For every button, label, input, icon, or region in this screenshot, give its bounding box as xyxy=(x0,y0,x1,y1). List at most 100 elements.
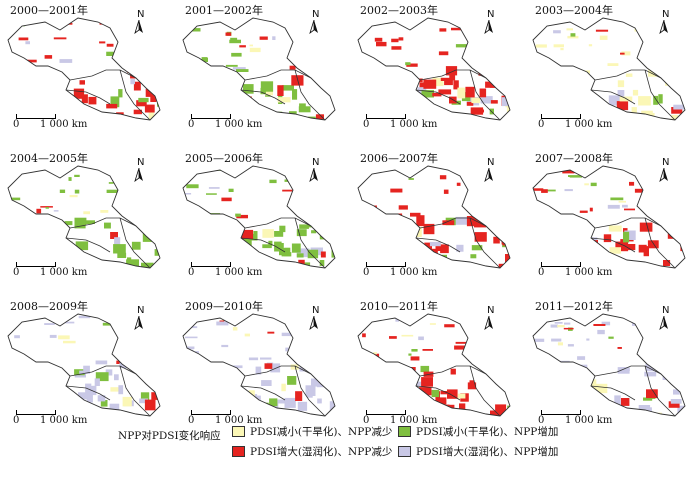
scale-bar: 0 1 000 km xyxy=(10,262,87,282)
map-patch-c1 xyxy=(12,76,26,80)
map-patch-c2 xyxy=(358,74,371,77)
map-patch-c4 xyxy=(205,389,213,392)
map-patch-c2 xyxy=(646,389,658,399)
north-arrow-icon: N xyxy=(484,157,498,182)
map-patch-c2 xyxy=(41,74,47,79)
map-patch-c4 xyxy=(281,332,293,337)
region-fill xyxy=(8,166,160,268)
map-patch-c4 xyxy=(152,375,158,381)
map-patch-c4 xyxy=(617,367,630,374)
map-patch-c4 xyxy=(198,71,208,74)
map-patch-c4 xyxy=(139,398,148,404)
map-patch-c4 xyxy=(644,371,657,377)
scale-bar-line xyxy=(541,262,581,267)
scale-zero: 0 xyxy=(13,267,20,278)
map-patch-c2 xyxy=(474,232,487,242)
map-patch-c1 xyxy=(638,96,651,106)
map-panel: 2004—2005年 N 0 1 000 km xyxy=(0,148,175,296)
map-patch-c2 xyxy=(367,389,373,393)
map-patch-c2 xyxy=(678,205,685,207)
map-panel: 2007—2008年 N 0 1 000 km xyxy=(525,148,700,296)
map-patch-c3 xyxy=(82,220,95,224)
map-patch-c1 xyxy=(535,44,547,48)
map-patch-c2 xyxy=(289,65,296,70)
map-patch-c4 xyxy=(40,384,51,387)
map-patch-c3 xyxy=(405,62,411,66)
map-patch-c3 xyxy=(118,89,123,98)
scale-bar-line xyxy=(366,262,406,267)
subregion-boundary xyxy=(415,365,501,417)
map-patch-c4 xyxy=(571,372,584,376)
map-panel: 2002—2003年 N 0 1 000 km xyxy=(350,0,525,148)
map-patch-c2 xyxy=(363,359,369,362)
map-patch-c4 xyxy=(49,334,57,338)
map-patch-c2 xyxy=(435,245,442,251)
map-patch-c3 xyxy=(623,231,630,243)
legend-title: NPP对PDSI变化响应 xyxy=(118,430,221,442)
map-patch-c2 xyxy=(53,37,67,40)
map-patch-c4 xyxy=(569,394,574,399)
map-patch-c1 xyxy=(326,267,335,268)
map-patch-c4 xyxy=(331,335,335,338)
map-patch-c4 xyxy=(597,329,605,335)
map-patch-c3 xyxy=(471,245,483,251)
map-patch-c3 xyxy=(608,336,614,339)
map-patch-c3 xyxy=(10,197,21,201)
map-patch-c2 xyxy=(505,254,510,263)
map-patch-c1 xyxy=(208,75,222,78)
region-outline xyxy=(532,165,686,269)
map-patch-c3 xyxy=(152,68,160,74)
map-patch-c1 xyxy=(244,333,250,337)
map-patch-c1 xyxy=(641,110,653,116)
region-fill xyxy=(533,166,685,268)
map-patch-c4 xyxy=(676,265,685,268)
map-patch-c4 xyxy=(296,341,302,346)
map-patch-c2 xyxy=(562,170,574,174)
map-patch-c3 xyxy=(242,249,253,257)
scale-bar: 0 1 000 km xyxy=(185,410,262,430)
panel-title: 2002—2003年 xyxy=(360,4,438,17)
map-patch-c4 xyxy=(285,413,293,416)
map-patch-c3 xyxy=(568,175,580,177)
map-patch-c1 xyxy=(398,390,405,394)
map-patch-c3 xyxy=(243,84,254,94)
map-patch-c2 xyxy=(455,341,467,344)
map-patch-c4 xyxy=(317,398,322,404)
map-patch-c3 xyxy=(420,365,430,373)
map-patch-c2 xyxy=(371,389,380,392)
map-patch-c4 xyxy=(300,334,305,339)
map-patch-c2 xyxy=(410,78,423,83)
map-patch-c1 xyxy=(671,59,681,62)
map-patch-c2 xyxy=(589,207,593,212)
north-arrow-icon: N xyxy=(659,157,673,182)
subregion-boundary xyxy=(415,217,501,269)
map-patch-c1 xyxy=(304,348,311,351)
map-patch-c4 xyxy=(586,338,590,341)
region-map xyxy=(532,165,686,269)
map-patch-c2 xyxy=(438,51,449,56)
map-patch-c3 xyxy=(146,190,153,194)
map-patch-c4 xyxy=(673,104,685,110)
map-patch-c4 xyxy=(184,193,192,195)
map-patch-c2 xyxy=(389,336,397,339)
map-patch-c4 xyxy=(311,378,318,387)
region-map xyxy=(182,17,336,121)
map-patch-c3 xyxy=(138,97,149,103)
map-patch-c4 xyxy=(64,395,69,399)
map-patch-c4 xyxy=(638,405,651,410)
map-patch-c3 xyxy=(110,96,120,108)
map-patch-c2 xyxy=(199,234,211,239)
map-patch-c2 xyxy=(136,52,146,55)
map-patch-c3 xyxy=(253,231,258,241)
map-patch-c2 xyxy=(650,195,664,198)
map-patch-c3 xyxy=(332,243,335,253)
map-patch-c4 xyxy=(572,380,578,384)
map-patch-c2 xyxy=(133,81,141,91)
map-patch-c4 xyxy=(305,385,316,396)
map-patch-c2 xyxy=(79,80,85,85)
north-label: N xyxy=(312,9,320,20)
map-patch-c3 xyxy=(575,377,585,380)
map-patch-c1 xyxy=(110,387,121,392)
map-patch-c4 xyxy=(65,321,75,324)
map-patch-c4 xyxy=(673,389,680,395)
